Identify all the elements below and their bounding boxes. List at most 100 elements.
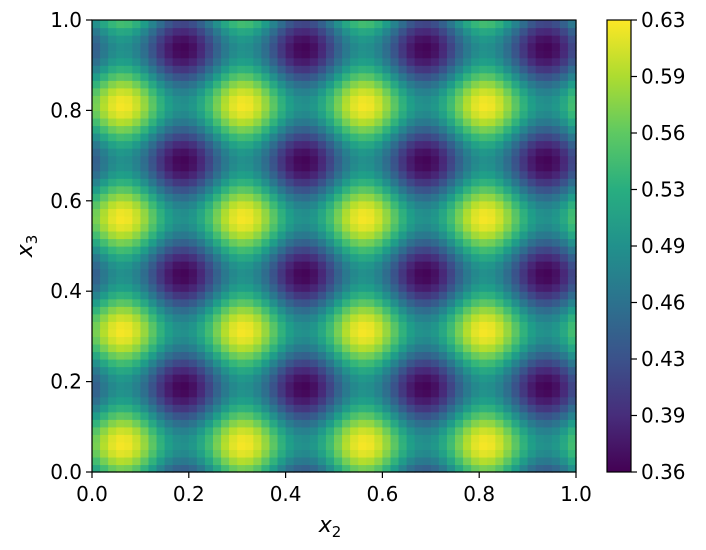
heatmap-cell: [269, 389, 279, 398]
heatmap-cell: [92, 27, 101, 36]
heatmap-cell: [188, 20, 198, 29]
heatmap-cell: [479, 419, 488, 428]
heatmap-cell: [358, 404, 367, 413]
heatmap-cell: [390, 133, 400, 142]
heatmap-cell: [293, 351, 303, 360]
heatmap-cell: [172, 434, 182, 443]
heatmap-cell: [511, 343, 521, 353]
heatmap-cell: [164, 185, 174, 194]
heatmap-cell: [156, 110, 166, 119]
heatmap-cell: [479, 148, 488, 157]
heatmap-cell: [382, 321, 392, 330]
heatmap-cell: [221, 313, 230, 322]
heatmap-cell: [495, 170, 504, 179]
heatmap-cell: [164, 87, 174, 96]
heatmap-cell: [479, 268, 488, 277]
heatmap-cell: [495, 328, 504, 337]
heatmap-cell: [148, 426, 158, 435]
heatmap-cell: [172, 456, 182, 466]
heatmap-cell: [196, 253, 206, 262]
heatmap-cell: [317, 50, 327, 59]
heatmap-cell: [446, 80, 456, 89]
heatmap-cell: [463, 133, 472, 142]
heatmap-cell: [180, 87, 190, 96]
heatmap-cell: [374, 95, 383, 104]
heatmap-cell: [221, 200, 230, 209]
heatmap-cell: [398, 140, 408, 149]
heatmap-cell: [463, 148, 472, 157]
heatmap-cell: [245, 215, 254, 224]
heatmap-cell: [293, 381, 303, 390]
heatmap-cell: [188, 374, 198, 383]
heatmap-cell: [317, 366, 327, 375]
heatmap-cell: [229, 321, 238, 330]
heatmap-cell: [221, 396, 230, 405]
heatmap-cell: [398, 456, 408, 466]
heatmap-cell: [559, 230, 569, 240]
heatmap-cell: [438, 102, 448, 111]
heatmap-cell: [374, 359, 383, 368]
heatmap-cell: [140, 434, 150, 443]
heatmap-cell: [140, 464, 150, 473]
heatmap-cell: [124, 95, 133, 104]
heatmap-cell: [132, 148, 141, 157]
heatmap-cell: [156, 359, 166, 368]
heatmap-cell: [342, 268, 351, 277]
heatmap-cell: [358, 57, 367, 66]
heatmap-cell: [301, 283, 311, 292]
heatmap-cell: [422, 208, 432, 217]
heatmap-cell: [479, 155, 488, 164]
heatmap-cell: [277, 148, 287, 157]
heatmap-cell: [172, 155, 182, 164]
heatmap-cell: [511, 140, 521, 149]
heatmap-cell: [140, 208, 150, 217]
heatmap-cell: [245, 298, 254, 307]
heatmap-cell: [213, 336, 222, 345]
heatmap-cell: [398, 321, 408, 330]
heatmap-cell: [172, 449, 182, 458]
heatmap-cell: [358, 268, 367, 277]
heatmap-cell: [414, 464, 424, 473]
heatmap-cell: [196, 238, 206, 247]
heatmap-cell: [204, 456, 214, 466]
heatmap-cell: [527, 411, 537, 420]
heatmap-cell: [422, 238, 432, 247]
heatmap-cell: [261, 291, 271, 300]
heatmap-cell: [382, 411, 392, 420]
heatmap-cell: [180, 419, 190, 428]
heatmap-cell: [196, 283, 206, 292]
heatmap-cell: [551, 193, 561, 202]
heatmap-cell: [342, 185, 351, 194]
heatmap-cell: [551, 72, 561, 81]
heatmap-cell: [567, 351, 577, 360]
heatmap-cell: [196, 313, 206, 322]
heatmap-cell: [487, 261, 496, 270]
heatmap-cell: [148, 306, 158, 315]
heatmap-cell: [511, 419, 521, 428]
heatmap-cell: [535, 283, 545, 292]
heatmap-cell: [495, 253, 504, 262]
heatmap-cell: [269, 283, 279, 292]
heatmap-cell: [567, 95, 577, 104]
heatmap-cell: [277, 374, 287, 383]
heatmap-cell: [334, 261, 343, 270]
heatmap-cell: [124, 170, 133, 179]
heatmap-cell: [317, 389, 327, 398]
heatmap-cell: [446, 359, 456, 368]
heatmap-cell: [309, 464, 319, 473]
heatmap-cell: [148, 148, 158, 157]
heatmap-cell: [285, 246, 295, 255]
heatmap-cell: [124, 140, 133, 149]
heatmap-cell: [495, 230, 504, 240]
heatmap-cell: [148, 434, 158, 443]
heatmap-cell: [213, 396, 222, 405]
heatmap-cell: [100, 238, 109, 247]
heatmap-cell: [156, 404, 166, 413]
heatmap-cell: [390, 306, 400, 315]
heatmap-cell: [374, 223, 383, 232]
heatmap-cell: [309, 306, 319, 315]
heatmap-cell: [551, 223, 561, 232]
heatmap-cell: [180, 464, 190, 473]
heatmap-cell: [229, 125, 238, 134]
heatmap-cell: [551, 155, 561, 164]
